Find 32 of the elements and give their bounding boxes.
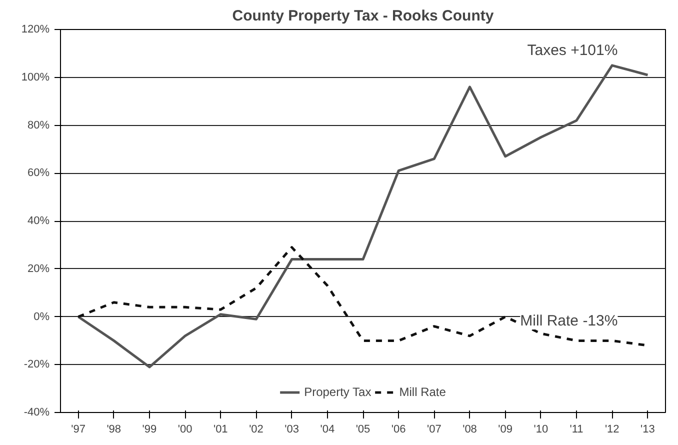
y-tick-label: 20%: [27, 262, 50, 275]
annotation: Mill Rate -13%: [520, 312, 618, 330]
y-tick-label: 80%: [27, 119, 50, 132]
x-tick-label: '05: [356, 424, 370, 436]
y-tick-label: 100%: [21, 71, 50, 84]
y-tick-label: -20%: [24, 358, 50, 371]
x-tick-label: '06: [391, 424, 406, 436]
x-tick-label: '09: [498, 424, 513, 436]
x-tick-label: '04: [320, 424, 335, 436]
x-tick-label: '02: [249, 424, 264, 436]
y-tick-label: 120%: [21, 24, 50, 36]
x-tick-label: '07: [427, 424, 442, 436]
x-tick-label: '10: [534, 424, 548, 436]
legend-label: Mill Rate: [399, 385, 446, 399]
y-tick-label: -40%: [24, 406, 50, 418]
x-tick-label: '01: [213, 424, 228, 436]
x-tick-label: '12: [604, 424, 620, 436]
y-tick-label: 0%: [34, 310, 50, 323]
x-tick-label: '11: [570, 424, 584, 436]
chart-title: County Property Tax - Rooks County: [232, 8, 494, 24]
x-tick-label: '13: [640, 424, 655, 436]
x-tick-label: '97: [71, 424, 86, 436]
y-tick-label: 40%: [27, 215, 50, 227]
y-tick-label: 60%: [27, 167, 50, 180]
x-tick-label: '03: [284, 424, 299, 436]
x-tick-label: '08: [462, 424, 477, 436]
x-tick-label: '99: [142, 424, 157, 436]
x-tick-label: '98: [106, 424, 122, 436]
x-tick-label: '00: [178, 424, 192, 436]
line-series: [77, 64, 649, 368]
legend-label: Property Tax: [304, 385, 372, 399]
annotation: Taxes +101%: [527, 42, 618, 59]
